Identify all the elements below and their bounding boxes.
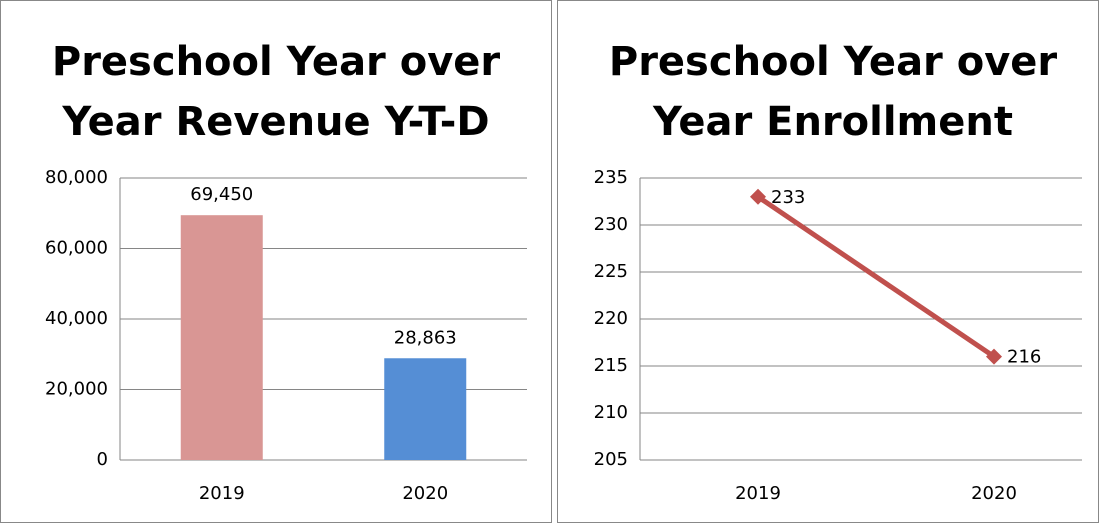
data-label: 233 <box>771 187 805 208</box>
y-tick-label: 220 <box>594 308 628 329</box>
data-label: 69,450 <box>190 184 253 205</box>
y-tick-label: 20,000 <box>45 379 108 400</box>
x-tick-label: 2019 <box>735 483 781 504</box>
y-tick-label: 230 <box>594 214 628 235</box>
y-tick-label: 210 <box>594 402 628 423</box>
y-tick-label: 215 <box>594 355 628 376</box>
data-label: 216 <box>1007 347 1041 368</box>
chart-title: Preschool Year over Year Enrollment <box>608 39 1058 145</box>
y-tick-label: 235 <box>594 167 628 188</box>
chart-title: Preschool Year over Year Revenue Y-T-D <box>51 39 501 145</box>
x-tick-label: 2019 <box>199 483 245 504</box>
y-tick-label: 225 <box>594 261 628 282</box>
x-tick-label: 2020 <box>402 483 448 504</box>
y-tick-label: 60,000 <box>45 238 108 259</box>
x-tick-label: 2020 <box>971 483 1017 504</box>
y-tick-label: 205 <box>594 449 628 470</box>
line <box>756 194 996 359</box>
bar <box>180 215 263 460</box>
y-tick-label: 40,000 <box>45 308 108 329</box>
y-tick-label: 0 <box>97 449 108 470</box>
marker <box>986 348 1002 365</box>
y-tick-label: 80,000 <box>45 167 108 188</box>
bar <box>384 358 467 460</box>
marker <box>750 188 766 205</box>
data-label: 28,863 <box>394 327 457 348</box>
